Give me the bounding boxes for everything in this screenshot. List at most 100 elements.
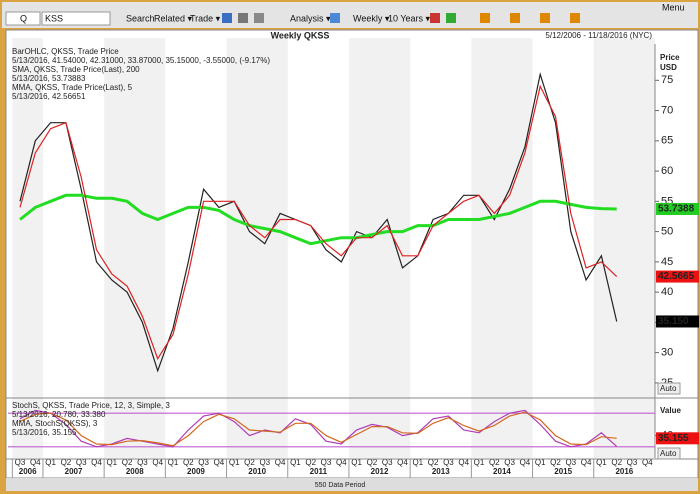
auto-button[interactable] [657, 447, 681, 460]
value-tag-label: 35.150 [658, 316, 689, 327]
footer-label: 550 Data Period [315, 482, 366, 489]
icon[interactable] [330, 13, 340, 23]
year-label: 2011 [310, 467, 328, 476]
year-label: 2015 [554, 467, 572, 476]
x-tick-label: Q3 [76, 458, 87, 467]
x-tick-label: Q3 [259, 458, 270, 467]
icon[interactable] [570, 13, 580, 23]
value-tag-label: 53.7388 [658, 204, 695, 215]
x-tick-label: Q3 [382, 458, 393, 467]
value-tag [656, 432, 699, 445]
icon[interactable] [430, 13, 440, 23]
year-band [593, 38, 655, 458]
date-range: 5/12/2006 - 11/18/2016 (NYC) [545, 31, 652, 40]
x-tick-label: Q1 [106, 458, 117, 467]
x-tick-label: Q4 [642, 458, 653, 467]
legend-detail: 5/13/2016, 41.54000, 42.31000, 33.87000,… [12, 56, 270, 65]
y-axis-label: Price [660, 53, 680, 62]
icon[interactable] [540, 13, 550, 23]
year-label: 2012 [371, 467, 389, 476]
x-tick-label: Q4 [397, 458, 408, 467]
x-tick-label: Q2 [305, 458, 316, 467]
series-line [19, 193, 617, 246]
x-tick-label: Q1 [535, 458, 546, 467]
series-line [19, 411, 617, 447]
symbol-box[interactable] [41, 11, 111, 26]
series-line [19, 84, 618, 361]
analysis-menu[interactable]: Analysis ▾ [290, 13, 331, 23]
x-tick-label: Q3 [504, 458, 515, 467]
x-tick-label: Q2 [61, 458, 72, 467]
legend-detail: 5/13/2016, 35.155 [12, 428, 77, 437]
x-tick-label: Q1 [596, 458, 607, 467]
y-tick-label: 40 [661, 286, 673, 298]
icon[interactable] [510, 13, 520, 23]
value-tag [656, 315, 699, 328]
x-tick-label: Q2 [611, 458, 622, 467]
x-tick-label: Q3 [198, 458, 209, 467]
year-band [104, 38, 166, 458]
year-label: 2010 [248, 467, 266, 476]
interval-menu[interactable]: Weekly ▾ [353, 13, 390, 23]
y-tick-label: 30 [661, 347, 673, 359]
x-tick-label: Q4 [30, 458, 41, 467]
legend-detail: 5/13/2016, 42.56651 [12, 92, 86, 101]
legend-name: MMA, QKSS, Trade Price(Last), 5 [12, 83, 133, 92]
trade-menu[interactable]: Trade ▾ [190, 13, 221, 23]
x-tick-label: Q1 [290, 458, 301, 467]
icon[interactable] [254, 13, 264, 23]
x-tick-label: Q4 [91, 458, 102, 467]
x-tick-label: Q2 [367, 458, 378, 467]
legend-name: StochS, QKSS, Trade Price, 12, 3, Simple… [12, 401, 170, 410]
quote-box[interactable] [5, 11, 41, 26]
related-menu[interactable]: Related ▾ [154, 13, 193, 23]
value-tag [656, 270, 699, 283]
x-tick-label: Q3 [443, 458, 454, 467]
legend-detail: 5/13/2016, 20.780, 33.380 [12, 410, 106, 419]
x-tick-label: Q4 [336, 458, 347, 467]
chart-title: Weekly QKSS [271, 30, 330, 40]
y-tick-label: 60 [661, 165, 673, 177]
year-band [12, 38, 43, 458]
value-tag-label: 35.155 [658, 433, 689, 444]
x-tick-label: Q4 [581, 458, 592, 467]
x-tick-label: Q4 [152, 458, 163, 467]
x-tick-label: Q4 [458, 458, 469, 467]
x-tick-label: Q4 [520, 458, 531, 467]
legend-name: SMA, QKSS, Trade Price(Last), 200 [12, 65, 140, 74]
year-label: 2014 [493, 467, 511, 476]
x-tick-label: Q3 [321, 458, 332, 467]
x-tick-label: Q3 [565, 458, 576, 467]
y-tick-label: 45 [661, 256, 673, 268]
year-label: 2016 [615, 467, 633, 476]
series-line [19, 71, 618, 373]
y-axis-label: Value [660, 406, 681, 415]
auto-button[interactable] [657, 382, 681, 395]
icon[interactable] [238, 13, 248, 23]
icon[interactable] [480, 13, 490, 23]
year-label: 2013 [432, 467, 450, 476]
x-tick-label: Q3 [627, 458, 638, 467]
icon[interactable] [222, 13, 232, 23]
x-tick-label: Q1 [229, 458, 240, 467]
x-tick-label: Q3 [137, 458, 148, 467]
y-tick-label: 75 [661, 74, 673, 86]
range-menu[interactable]: 10 Years ▾ [388, 13, 431, 23]
x-tick-label: Q4 [275, 458, 286, 467]
x-tick-label: Q2 [428, 458, 439, 467]
legend-name: BarOHLC, QKSS, Trade Price [12, 47, 119, 56]
quote-mode: Q [20, 13, 27, 23]
x-tick-label: Q1 [474, 458, 485, 467]
y-tick-label: 50 [661, 226, 673, 238]
year-label: 2007 [65, 467, 83, 476]
year-band [226, 38, 288, 458]
menu-button[interactable]: Menu [662, 2, 685, 12]
x-tick-label: Q1 [351, 458, 362, 467]
y-tick-label: 65 [661, 135, 673, 147]
legend-name: MMA, StochS(QKSS), 3 [12, 419, 98, 428]
year-label: 2009 [187, 467, 205, 476]
search-button[interactable]: Search [126, 13, 155, 23]
icon[interactable] [446, 13, 456, 23]
y-axis-label: USD [660, 63, 677, 72]
x-tick-label: Q2 [550, 458, 561, 467]
